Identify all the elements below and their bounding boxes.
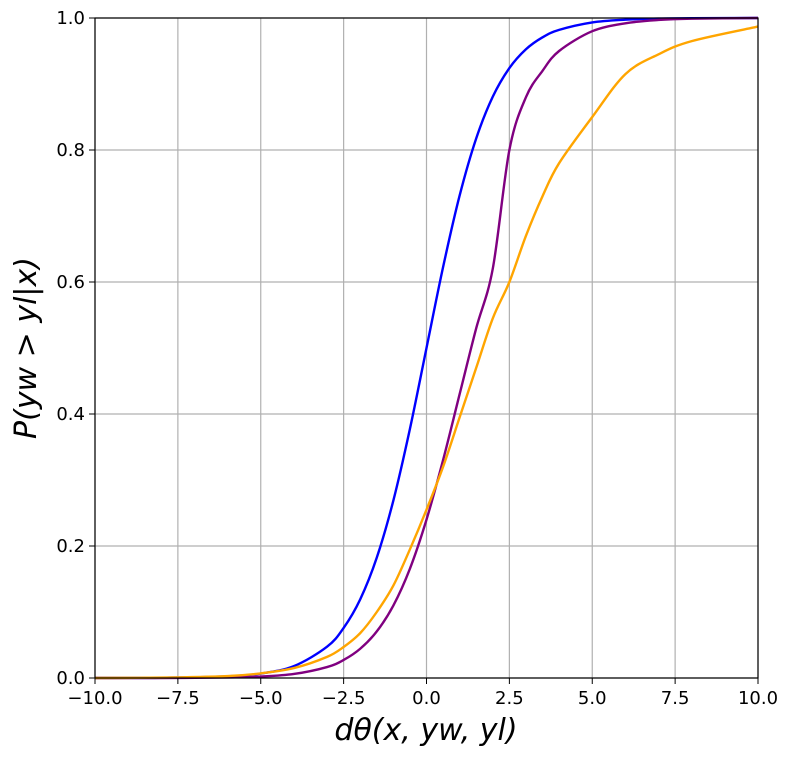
y-axis-label: P(yw > yl|x) [9, 257, 44, 439]
series-line-2 [94, 16, 759, 680]
ticks: −10.0 −7.5 −5.0 −2.5 0.0 2.5 5.0 7.5 10.0 0.0 0.2 0… [56, 8, 778, 709]
x-tick-label: −7.5 [156, 688, 200, 709]
y-tick-label: 0.6 [56, 272, 85, 293]
x-tick-label: 2.5 [495, 688, 524, 709]
y-tick-label: 1.0 [56, 8, 85, 29]
y-tick-label: 0.4 [56, 404, 85, 425]
y-tick-label: 0.0 [56, 668, 85, 689]
x-tick-label: −10.0 [67, 688, 122, 709]
x-tick-label: 5.0 [578, 688, 607, 709]
x-tick-label: 10.0 [738, 688, 778, 709]
x-tick-label: −5.0 [239, 688, 283, 709]
x-tick-label: 7.5 [661, 688, 690, 709]
y-tick-label: 0.8 [56, 140, 85, 161]
series-lines [94, 16, 759, 680]
x-tick-label: 0.0 [412, 688, 441, 709]
x-axis-label: dθ(x, yw, yl) [334, 713, 517, 748]
series-line-3 [94, 25, 759, 680]
y-tick-label: 0.2 [56, 536, 85, 557]
x-tick-label: −2.5 [322, 688, 366, 709]
series-line-1 [94, 16, 759, 680]
